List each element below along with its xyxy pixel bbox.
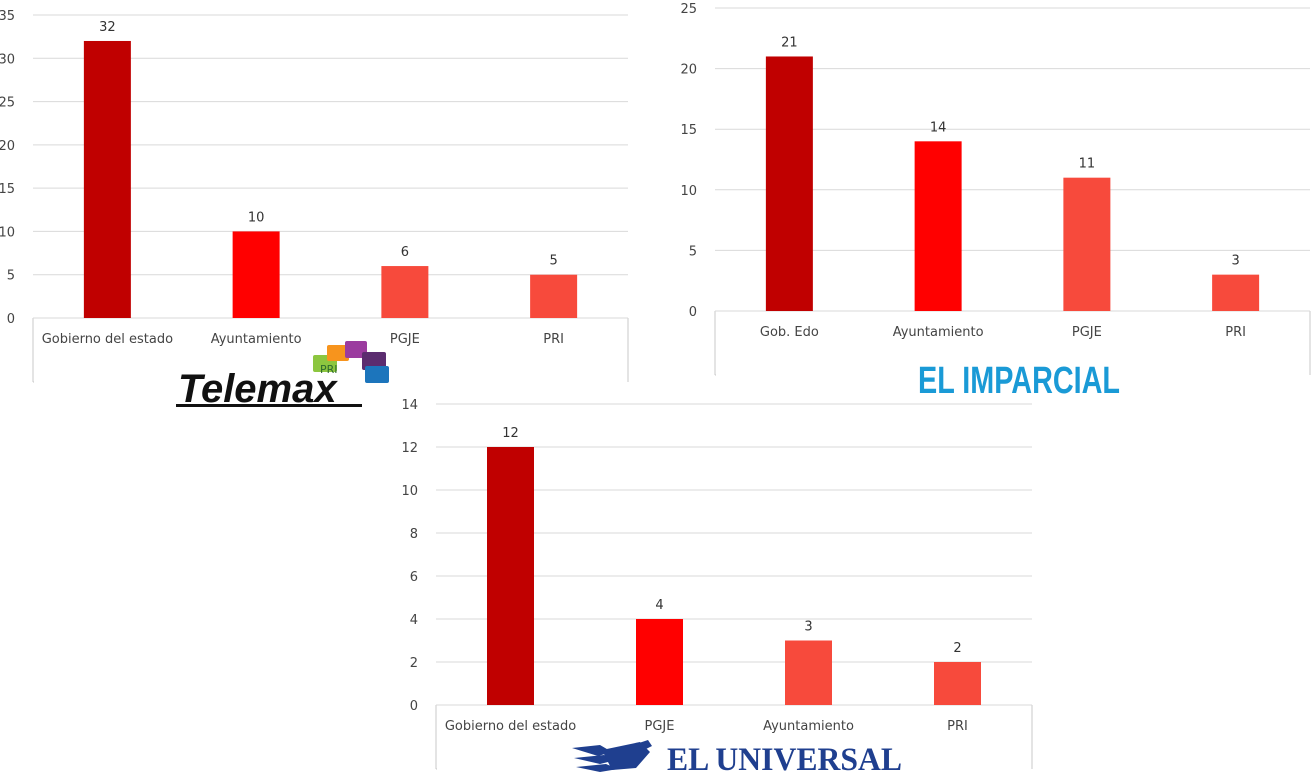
data-label: 3 — [804, 620, 812, 635]
y-tick-label: 15 — [0, 182, 15, 197]
y-tick-label: 30 — [0, 52, 15, 67]
y-tick-label: 20 — [0, 139, 15, 154]
chart-imparcial: 0 5 10 15 20 25 21 Gob. Edo 14 Ayuntamiento 11 PGJE… — [680, 2, 1311, 376]
category-label: Ayuntamiento — [893, 325, 984, 340]
bar — [765, 56, 813, 312]
bar — [934, 662, 981, 705]
bar — [785, 640, 832, 705]
bar — [1212, 274, 1260, 311]
data-label: 6 — [401, 245, 409, 260]
data-label: 14 — [930, 120, 947, 135]
bar — [83, 40, 131, 318]
bar — [914, 141, 962, 311]
data-label: 5 — [549, 254, 557, 269]
data-label: 3 — [1231, 254, 1239, 269]
chart-universal: 0 2 4 6 8 10 12 14 12 Gobierno del estado 4 PGJE 3 Ay… — [401, 398, 1033, 770]
y-tick-label: 35 — [0, 9, 15, 24]
y-tick-label: 10 — [0, 225, 15, 240]
y-tick-label: 25 — [0, 96, 15, 111]
telemax-logo-text: Telemax — [178, 367, 338, 411]
data-label: 2 — [953, 641, 961, 656]
data-label: 10 — [248, 210, 265, 225]
bar — [487, 447, 534, 705]
y-tick-label: 15 — [680, 123, 697, 138]
y-tick-label: 5 — [689, 244, 697, 259]
y-tick-label: 25 — [680, 2, 697, 17]
data-label: 11 — [1079, 157, 1096, 172]
y-tick-label: 8 — [410, 527, 418, 542]
y-tick-label: 12 — [401, 441, 418, 456]
y-tick-label: 10 — [680, 184, 697, 199]
y-tick-label: 6 — [410, 570, 418, 585]
data-label: 12 — [502, 426, 519, 441]
imparcial-logo: EL IMPARCIAL — [918, 360, 1120, 402]
data-label: 21 — [781, 35, 798, 50]
chat-bubbles-icon — [313, 341, 389, 383]
category-label: PRI — [1225, 325, 1246, 340]
telemax-logo-tag: PRI — [320, 363, 338, 376]
bar — [530, 274, 578, 318]
bar — [636, 619, 683, 705]
category-label: Gobierno del estado — [445, 719, 576, 734]
category-label: PRI — [543, 332, 564, 347]
category-label: Gob. Edo — [760, 325, 819, 340]
imparcial-logo-text: EL IMPARCIAL — [918, 360, 1120, 402]
data-label: 32 — [99, 20, 116, 35]
bar — [232, 231, 280, 318]
data-label: 4 — [655, 598, 663, 613]
universal-logo-text: EL UNIVERSAL — [667, 742, 902, 775]
y-tick-label: 14 — [401, 398, 418, 413]
category-label: PGJE — [390, 332, 420, 347]
category-label: PGJE — [645, 719, 675, 734]
bar — [1063, 177, 1111, 311]
y-tick-label: 2 — [410, 656, 418, 671]
category-label: Ayuntamiento — [763, 719, 854, 734]
y-tick-label: 4 — [410, 613, 418, 628]
y-tick-label: 0 — [7, 312, 15, 327]
category-label: Ayuntamiento — [211, 332, 302, 347]
y-tick-label: 5 — [7, 269, 15, 284]
category-label: PRI — [947, 719, 968, 734]
bar — [381, 266, 429, 318]
y-tick-label: 20 — [680, 63, 697, 78]
chart-telemax: 0 5 10 15 20 25 30 35 32 Gobierno del estado 10 Ayu… — [0, 9, 629, 383]
y-tick-label: 0 — [410, 699, 418, 714]
y-tick-label: 10 — [401, 484, 418, 499]
universal-logo: EL UNIVERSAL — [572, 740, 902, 775]
telemax-logo: PRI Telemax — [176, 341, 389, 411]
category-label: PGJE — [1072, 325, 1102, 340]
eagle-icon — [572, 740, 652, 772]
category-label: Gobierno del estado — [42, 332, 173, 347]
y-tick-label: 0 — [689, 305, 697, 320]
